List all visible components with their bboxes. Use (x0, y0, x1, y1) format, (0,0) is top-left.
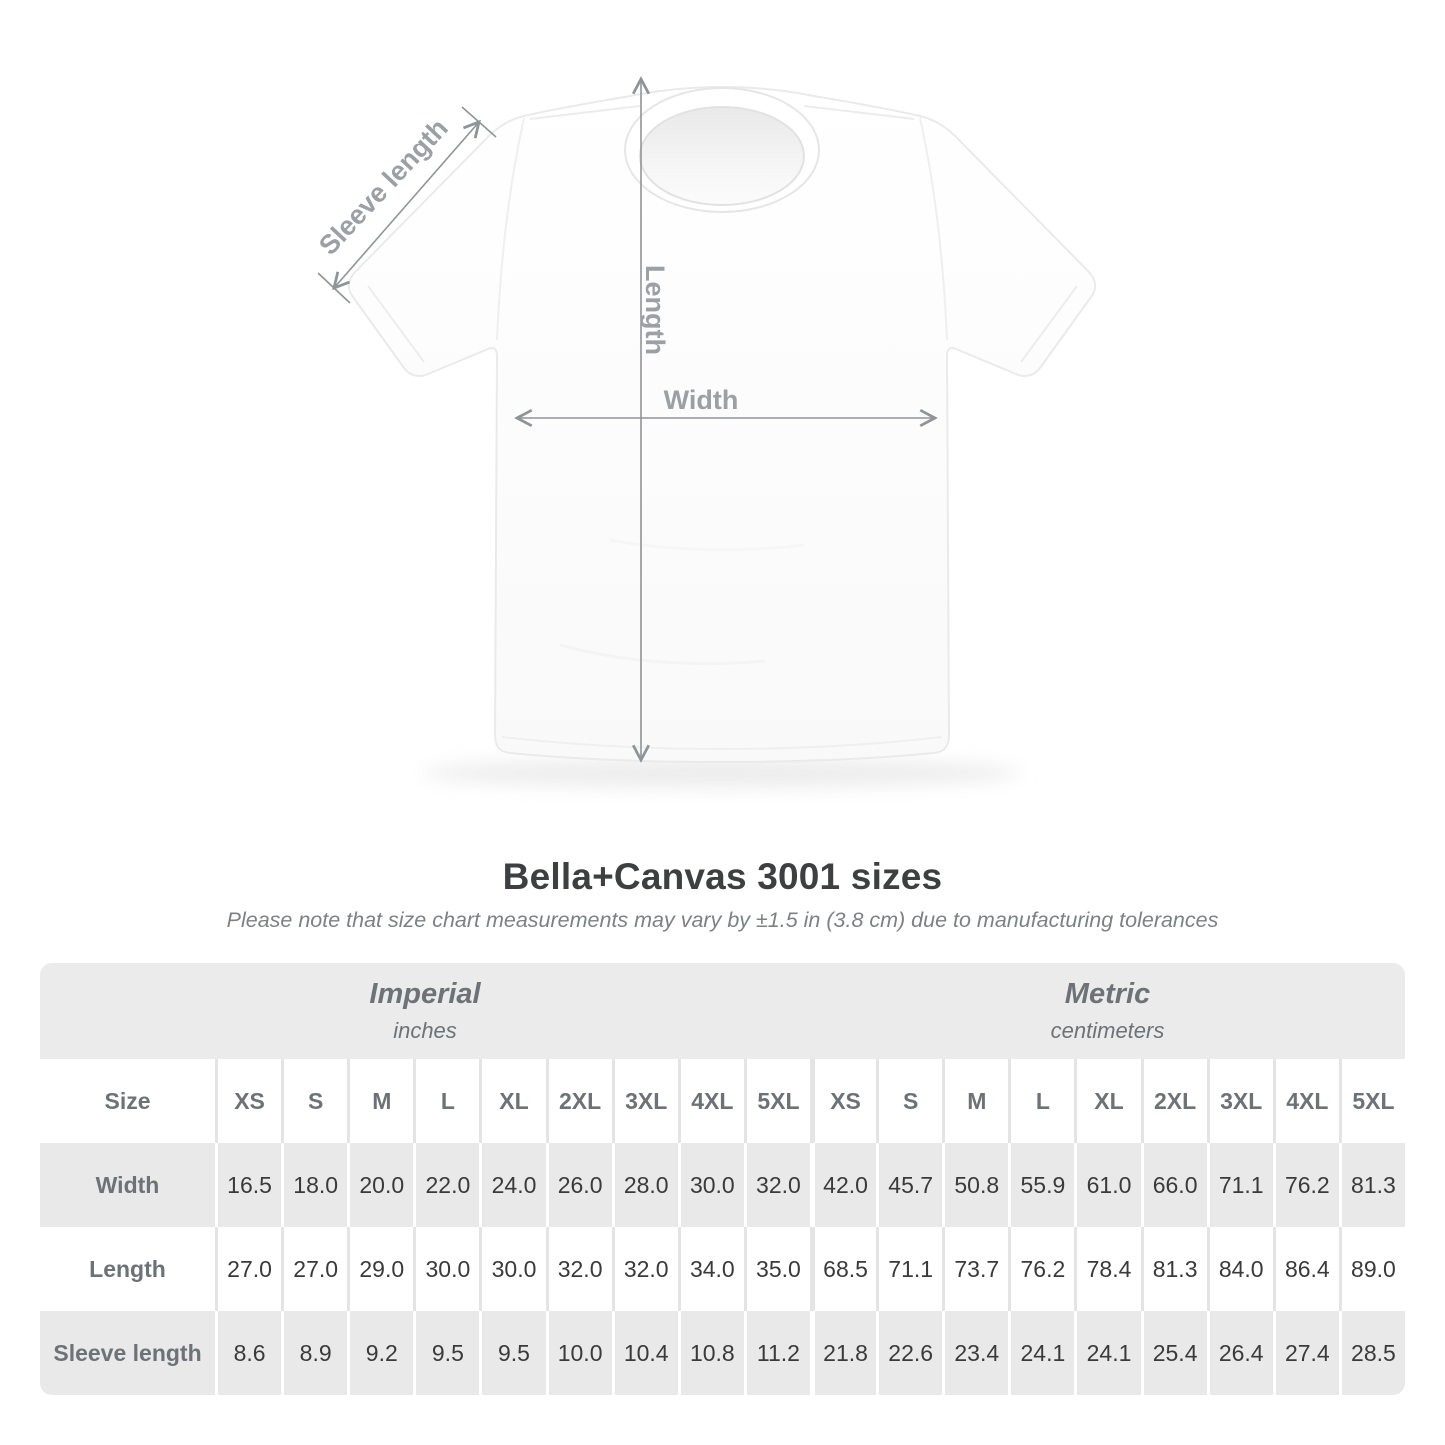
length-imperial-value: 30.0 (413, 1227, 480, 1311)
width-imperial-value: 16.5 (215, 1143, 282, 1227)
width-metric-value: 81.3 (1338, 1143, 1405, 1227)
width-metric-value: 42.0 (810, 1143, 877, 1227)
length-metric-value: 76.2 (1008, 1227, 1075, 1311)
size-col-met-3xl: 3XL (1206, 1059, 1273, 1143)
size-col-met-xs: XS (810, 1059, 877, 1143)
sleeve-length-imperial-value: 11.2 (743, 1311, 810, 1395)
width-metric-value: 71.1 (1206, 1143, 1273, 1227)
size-col-imp-m: M (347, 1059, 414, 1143)
sleeve-length-imperial-value: 9.5 (413, 1311, 480, 1395)
width-metric-value: 76.2 (1272, 1143, 1339, 1227)
size-col-imp-4xl: 4XL (677, 1059, 744, 1143)
size-col-imp-3xl: 3XL (611, 1059, 678, 1143)
length-imperial-value: 27.0 (215, 1227, 282, 1311)
length-metric-value: 78.4 (1074, 1227, 1141, 1311)
sleeve-length-metric-value: 23.4 (942, 1311, 1009, 1395)
sleeve-length-metric-value: 26.4 (1206, 1311, 1273, 1395)
length-metric-value: 86.4 (1272, 1227, 1339, 1311)
length-metric-value: 73.7 (942, 1227, 1009, 1311)
size-column-header: Size (40, 1059, 215, 1143)
width-metric-value: 66.0 (1140, 1143, 1207, 1227)
sleeve-length-imperial-value: 10.8 (677, 1311, 744, 1395)
sleeve-length-imperial-value: 9.5 (479, 1311, 546, 1395)
size-col-imp-xs: XS (215, 1059, 282, 1143)
length-metric-value: 71.1 (876, 1227, 943, 1311)
length-imperial-value: 34.0 (677, 1227, 744, 1311)
width-label: Width (664, 385, 739, 415)
imperial-unit-header: Imperial inches (40, 963, 810, 1059)
width-imperial-value: 22.0 (413, 1143, 480, 1227)
metric-label: Metric (1064, 978, 1151, 1010)
size-col-met-5xl: 5XL (1338, 1059, 1405, 1143)
sleeve-length-metric-value: 22.6 (876, 1311, 943, 1395)
imperial-unit: inches (393, 1018, 457, 1043)
width-imperial-value: 24.0 (479, 1143, 546, 1227)
metric-unit: centimeters (1050, 1018, 1165, 1043)
tolerance-note: Please note that size chart measurements… (226, 908, 1219, 932)
size-col-met-s: S (876, 1059, 943, 1143)
size-col-imp-l: L (413, 1059, 480, 1143)
metric-unit-header: Metric centimeters (810, 963, 1405, 1059)
size-col-imp-2xl: 2XL (545, 1059, 612, 1143)
sleeve-length-metric-value: 24.1 (1008, 1311, 1075, 1395)
row-label-length: Length (40, 1227, 215, 1311)
page-title: Bella+Canvas 3001 sizes (502, 856, 943, 897)
sleeve-length-imperial-value: 10.0 (545, 1311, 612, 1395)
length-label: Length (640, 265, 670, 355)
length-imperial-value: 32.0 (611, 1227, 678, 1311)
width-imperial-value: 26.0 (545, 1143, 612, 1227)
length-metric-value: 89.0 (1338, 1227, 1405, 1311)
length-imperial-value: 30.0 (479, 1227, 546, 1311)
tshirt-graphic (347, 85, 1097, 764)
sleeve-length-arrow (317, 106, 497, 304)
width-imperial-value: 28.0 (611, 1143, 678, 1227)
length-metric-value: 81.3 (1140, 1227, 1207, 1311)
size-col-met-l: L (1008, 1059, 1075, 1143)
row-label-width: Width (40, 1143, 215, 1227)
sleeve-length-imperial-value: 10.4 (611, 1311, 678, 1395)
tshirt-shadow (422, 758, 1022, 788)
sleeve-length-imperial-value: 9.2 (347, 1311, 414, 1395)
width-metric-value: 50.8 (942, 1143, 1009, 1227)
width-imperial-value: 32.0 (743, 1143, 810, 1227)
length-imperial-value: 27.0 (281, 1227, 348, 1311)
size-col-imp-xl: XL (479, 1059, 546, 1143)
width-metric-value: 55.9 (1008, 1143, 1075, 1227)
width-metric-value: 45.7 (876, 1143, 943, 1227)
width-imperial-value: 30.0 (677, 1143, 744, 1227)
length-imperial-value: 32.0 (545, 1227, 612, 1311)
size-col-met-2xl: 2XL (1140, 1059, 1207, 1143)
sleeve-length-imperial-value: 8.9 (281, 1311, 348, 1395)
width-imperial-value: 20.0 (347, 1143, 414, 1227)
tshirt-measurement-diagram: Sleeve length Length Width (313, 0, 1097, 788)
size-table: Imperial inches Metric centimeters Size X… (40, 963, 1405, 1395)
row-label-sleeve-length: Sleeve length (40, 1311, 215, 1395)
length-metric-value: 68.5 (810, 1227, 877, 1311)
size-col-imp-s: S (281, 1059, 348, 1143)
length-metric-value: 84.0 (1206, 1227, 1273, 1311)
width-metric-value: 61.0 (1074, 1143, 1141, 1227)
sleeve-length-metric-value: 28.5 (1338, 1311, 1405, 1395)
size-col-met-m: M (942, 1059, 1009, 1143)
size-col-met-4xl: 4XL (1272, 1059, 1339, 1143)
sleeve-length-metric-value: 27.4 (1272, 1311, 1339, 1395)
sleeve-length-metric-value: 25.4 (1140, 1311, 1207, 1395)
sleeve-length-metric-value: 24.1 (1074, 1311, 1141, 1395)
imperial-label: Imperial (369, 978, 481, 1010)
size-col-imp-5xl: 5XL (743, 1059, 810, 1143)
size-table-container: Imperial inches Metric centimeters Size X… (40, 963, 1405, 1395)
size-col-met-xl: XL (1074, 1059, 1141, 1143)
sleeve-length-metric-value: 21.8 (810, 1311, 877, 1395)
width-imperial-value: 18.0 (281, 1143, 348, 1227)
length-imperial-value: 29.0 (347, 1227, 414, 1311)
sleeve-length-imperial-value: 8.6 (215, 1311, 282, 1395)
length-imperial-value: 35.0 (743, 1227, 810, 1311)
